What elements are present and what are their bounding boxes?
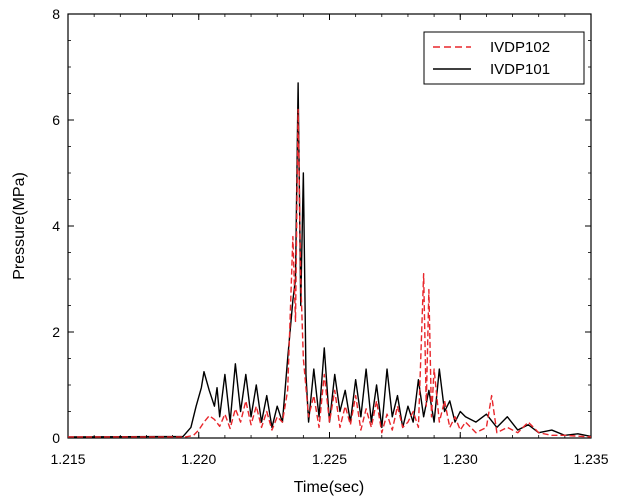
legend: IVDP102 IVDP101 bbox=[423, 31, 585, 85]
legend-box bbox=[423, 31, 585, 85]
axis-ticks: 1.215 1.220 1.225 1.230 1.235 0 2 4 6 8 bbox=[50, 6, 608, 467]
legend-label-ivdp102: IVDP102 bbox=[490, 39, 550, 56]
legend-label-ivdp101: IVDP101 bbox=[490, 61, 550, 78]
y-tick-label: 6 bbox=[52, 112, 60, 128]
y-tick-label: 4 bbox=[52, 218, 60, 234]
x-tick-label: 1.225 bbox=[312, 451, 347, 467]
y-tick-label: 2 bbox=[52, 324, 60, 340]
series-line-ivdp101 bbox=[67, 82, 592, 438]
y-tick-label: 0 bbox=[52, 430, 60, 446]
x-tick-label: 1.235 bbox=[573, 451, 608, 467]
series-layer bbox=[67, 82, 592, 438]
y-axis-title: Pressure(MPa) bbox=[11, 172, 28, 280]
series-line-ivdp102 bbox=[68, 108, 592, 438]
x-tick-label: 1.220 bbox=[181, 451, 216, 467]
x-tick-label: 1.215 bbox=[50, 451, 85, 467]
y-tick-label: 8 bbox=[52, 6, 60, 22]
x-tick-label: 1.230 bbox=[443, 451, 478, 467]
x-axis-title: Time(sec) bbox=[294, 479, 365, 496]
